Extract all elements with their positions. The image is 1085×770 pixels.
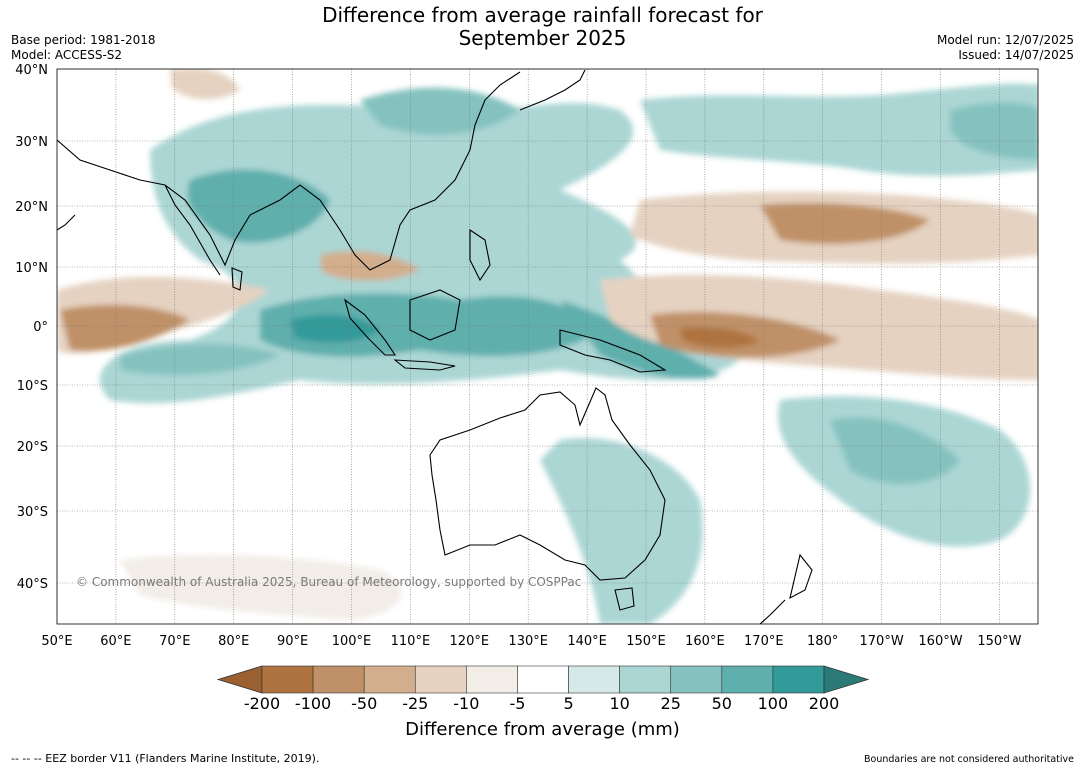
lat-label: 40°S: [17, 577, 48, 592]
colorbar-tick-label: 25: [661, 694, 681, 713]
colorbar-tick-label: 5: [563, 694, 573, 713]
colorbar-segment: [721, 665, 774, 694]
coastline-java: [393, 359, 456, 371]
coastline-new-guinea: [559, 329, 667, 373]
colorbar-segment: [363, 665, 416, 694]
lon-label: 120°E: [450, 634, 490, 649]
rainfall-anomaly-field: [57, 69, 1038, 624]
colorbar-segment: [312, 665, 365, 694]
coastline-australia: [429, 387, 666, 581]
lon-label: 160°W: [918, 634, 962, 649]
colorbar-segment: [414, 665, 467, 694]
lon-label: 50°E: [41, 634, 72, 649]
lon-label: 140°E: [567, 634, 607, 649]
coastline-arabia: [57, 214, 76, 231]
lon-label: 170°E: [744, 634, 784, 649]
lon-label: 80°E: [218, 634, 249, 649]
colorbar-tick-label: -10: [453, 694, 479, 713]
coastline-philippines: [469, 228, 491, 282]
colorbar-segment: [517, 665, 569, 694]
model-name: Model: ACCESS-S2: [11, 48, 123, 62]
map-frame: [56, 68, 1039, 625]
colorbar-segment: [466, 665, 518, 694]
colorbar-tick-label: -50: [351, 694, 377, 713]
colorbar-tick-label: -25: [402, 694, 428, 713]
colorbar-tick-label: -100: [295, 694, 331, 713]
lon-label: 150°E: [626, 634, 666, 649]
title-line-2: September 2025: [458, 26, 627, 50]
colorbar-tick-label: -200: [244, 694, 280, 713]
colorbar-tick-label: 200: [809, 694, 840, 713]
lon-label: 90°E: [277, 634, 308, 649]
lon-label: 170°W: [860, 634, 904, 649]
lat-label: 0°: [33, 320, 48, 335]
lat-label: 40°N: [15, 63, 48, 78]
eez-footer: -- -- -- EEZ border V11 (Flanders Marine…: [11, 752, 320, 765]
coastline-tasmania: [614, 587, 635, 611]
lon-label: 130°E: [508, 634, 548, 649]
colorbar-segment: [261, 665, 314, 694]
coastline-asia: [57, 71, 521, 271]
colorbar-tick-label: 50: [712, 694, 732, 713]
latitude-labels: 40°N 30°N 20°N 10°N 0° 10°S 20°S 30°S 40°S: [15, 63, 48, 592]
map-title: Difference from average rainfall forecas…: [0, 4, 1085, 50]
colorbar-segment: [568, 665, 620, 694]
boundaries-disclaimer: Boundaries are not considered authoritat…: [864, 754, 1074, 765]
coastline-india: [164, 184, 221, 276]
coastlines: [57, 69, 813, 624]
lon-label: 160°E: [685, 634, 725, 649]
colorbar-tick-label: 10: [609, 694, 629, 713]
lat-label: 10°N: [15, 261, 48, 276]
colorbar-segment: [670, 665, 723, 694]
lon-label: 70°E: [159, 634, 190, 649]
colorbar-extend-low: [216, 665, 263, 694]
colorbar-label: Difference from average (mm): [405, 719, 680, 740]
coastline-japan: [519, 69, 586, 111]
model-info: Base period: 1981-2018 Model: ACCESS-S2: [11, 33, 156, 63]
lon-label: 110°E: [391, 634, 431, 649]
colorbar-segment: [772, 665, 825, 694]
lon-label: 60°E: [100, 634, 131, 649]
longitude-labels: 50°E 60°E 70°E 80°E 90°E 100°E 110°E 120°E 130°E…: [41, 634, 1021, 649]
colorbar-tick-label: -5: [509, 694, 525, 713]
copyright-notice: © Commonwealth of Australia 2025, Bureau…: [76, 575, 581, 589]
colorbar-extend-high: [823, 665, 870, 694]
lon-label: 100°E: [332, 634, 372, 649]
lat-label: 20°S: [17, 440, 48, 455]
coastline-new-zealand: [759, 553, 813, 624]
lat-label: 30°N: [15, 135, 48, 150]
model-run: Model run: 12/07/2025: [936, 33, 1074, 47]
title-line-1: Difference from average rainfall forecas…: [322, 3, 763, 27]
lat-label: 20°N: [15, 200, 48, 215]
colorbar-segment: [619, 665, 672, 694]
lat-label: 30°S: [17, 505, 48, 520]
base-period: Base period: 1981-2018: [11, 33, 156, 47]
run-info: Model run: 12/07/2025 Issued: 14/07/2025: [937, 33, 1074, 63]
map-gridlines: [57, 69, 1038, 624]
coastline-sumatra: [344, 298, 397, 356]
issued-date: Issued: 14/07/2025: [958, 48, 1074, 62]
colorbar: -200 -100 -50 -25 -10 -5 5 10 25 50 100 200: [216, 665, 870, 713]
coastline-sri-lanka: [231, 267, 243, 291]
lon-label: 180°: [807, 634, 838, 649]
colorbar-tick-label: 100: [758, 694, 789, 713]
lon-label: 150°W: [977, 634, 1021, 649]
coastline-borneo: [409, 289, 461, 341]
lat-label: 10°S: [17, 379, 48, 394]
